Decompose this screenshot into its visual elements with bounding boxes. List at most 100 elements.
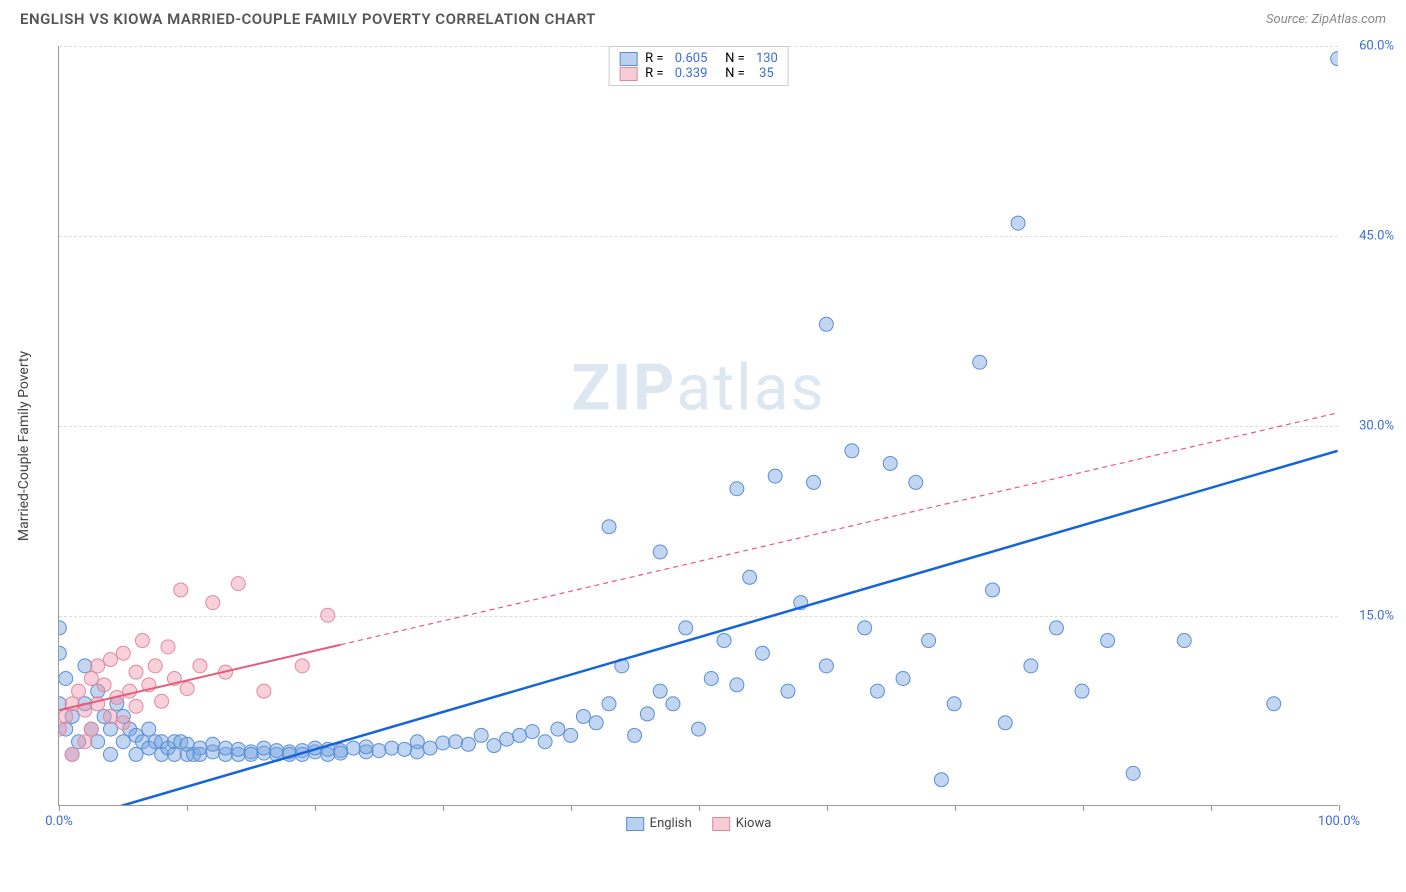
data-point	[59, 709, 73, 723]
data-point	[922, 634, 936, 648]
data-point	[717, 634, 731, 648]
x-tick	[315, 805, 316, 811]
data-point	[525, 725, 539, 739]
data-point	[666, 697, 680, 711]
data-point	[781, 684, 795, 698]
legend-correlation-row: R = 0.339 N = 35	[619, 66, 778, 81]
data-point	[346, 741, 360, 755]
data-point	[551, 722, 565, 736]
legend-swatch	[619, 52, 637, 66]
data-point	[359, 740, 373, 754]
data-point	[167, 747, 181, 761]
data-point	[397, 742, 411, 756]
data-point	[819, 317, 833, 331]
data-point	[628, 728, 642, 742]
data-point	[84, 722, 98, 736]
data-point	[934, 773, 948, 787]
data-point	[91, 659, 105, 673]
data-point	[59, 672, 73, 686]
x-tick-label: 0.0%	[45, 814, 73, 829]
x-tick	[827, 805, 828, 811]
scatter-svg	[59, 46, 1338, 805]
chart-header: ENGLISH VS KIOWA MARRIED-COUPLE FAMILY P…	[10, 10, 1396, 36]
data-point	[743, 570, 757, 584]
data-point	[148, 659, 162, 673]
x-tick	[1083, 805, 1084, 811]
data-point	[896, 672, 910, 686]
data-point	[78, 735, 92, 749]
data-point	[180, 682, 194, 696]
data-point	[858, 621, 872, 635]
x-tick	[955, 805, 956, 811]
chart-title: ENGLISH VS KIOWA MARRIED-COUPLE FAMILY P…	[20, 10, 596, 28]
data-point	[103, 747, 117, 761]
data-point	[1126, 766, 1140, 780]
trend-line-dashed	[341, 413, 1338, 645]
data-point	[576, 709, 590, 723]
data-point	[385, 741, 399, 755]
data-point	[589, 716, 603, 730]
data-point	[129, 699, 143, 713]
legend-item: Kiowa	[712, 816, 772, 831]
data-point	[334, 746, 348, 760]
y-tick-label: 15.0%	[1359, 609, 1394, 624]
data-point	[1177, 634, 1191, 648]
data-point	[135, 634, 149, 648]
data-point	[474, 728, 488, 742]
data-point	[640, 707, 654, 721]
data-point	[103, 653, 117, 667]
data-point	[59, 646, 66, 660]
data-point	[653, 684, 667, 698]
data-point	[436, 736, 450, 750]
data-point	[219, 741, 233, 755]
data-point	[65, 747, 79, 761]
data-point	[883, 456, 897, 470]
plot-area: ZIPatlas R = 0.605 N = 130R = 0.339 N = …	[58, 46, 1338, 806]
data-point	[78, 659, 92, 673]
series-legend: EnglishKiowa	[626, 816, 772, 831]
data-point	[155, 694, 169, 708]
data-point	[500, 732, 514, 746]
data-point	[91, 697, 105, 711]
data-point	[870, 684, 884, 698]
data-point	[755, 646, 769, 660]
data-point	[72, 684, 86, 698]
data-point	[116, 716, 130, 730]
data-point	[103, 709, 117, 723]
data-point	[206, 596, 220, 610]
data-point	[129, 665, 143, 679]
data-point	[1267, 697, 1281, 711]
data-point	[461, 737, 475, 751]
x-tick	[699, 805, 700, 811]
data-point	[679, 621, 693, 635]
data-point	[257, 741, 271, 755]
data-point	[845, 444, 859, 458]
data-point	[692, 722, 706, 736]
data-point	[1331, 52, 1338, 66]
y-tick-label: 45.0%	[1359, 229, 1394, 244]
legend-swatch	[626, 817, 644, 831]
data-point	[59, 621, 66, 635]
legend-swatch	[619, 67, 637, 81]
data-point	[84, 672, 98, 686]
data-point	[372, 744, 386, 758]
data-point	[513, 728, 527, 742]
legend-correlation-row: R = 0.605 N = 130	[619, 51, 778, 66]
data-point	[174, 583, 188, 597]
data-point	[257, 684, 271, 698]
x-tick	[187, 805, 188, 811]
data-point	[116, 646, 130, 660]
data-point	[1101, 634, 1115, 648]
chart-container: Married-Couple Family Poverty ZIPatlas R…	[10, 36, 1396, 856]
data-point	[231, 742, 245, 756]
data-point	[91, 735, 105, 749]
data-point	[270, 744, 284, 758]
data-point	[1049, 621, 1063, 635]
x-tick	[1211, 805, 1212, 811]
data-point	[538, 735, 552, 749]
data-point	[986, 583, 1000, 597]
data-point	[423, 741, 437, 755]
data-point	[410, 735, 424, 749]
y-tick-label: 60.0%	[1359, 39, 1394, 54]
data-point	[807, 475, 821, 489]
